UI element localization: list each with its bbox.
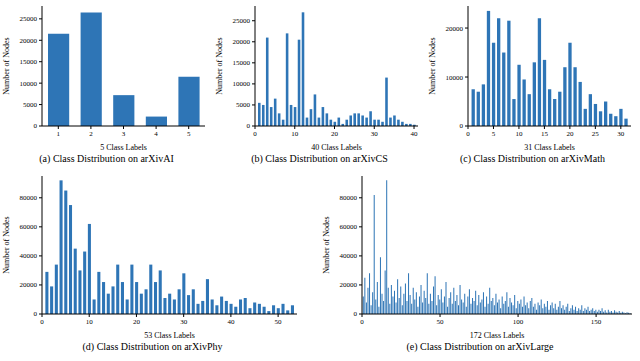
svg-text:60000: 60000 (340, 223, 358, 231)
svg-text:0: 0 (253, 130, 257, 138)
svg-text:10: 10 (86, 318, 94, 326)
svg-text:0: 0 (466, 130, 470, 138)
svg-text:0: 0 (40, 318, 44, 326)
html-text:(d) Class Distribution on arXi: (d) Class Distribution on arXivPhy (82, 341, 223, 352)
svg-text:20: 20 (566, 130, 574, 138)
svg-text:30: 30 (180, 318, 188, 326)
svg-text:100: 100 (513, 318, 524, 326)
svg-text:5: 5 (187, 130, 191, 138)
svg-text:30: 30 (371, 130, 379, 138)
svg-text:5000: 5000 (236, 101, 251, 109)
svg-text:50: 50 (275, 318, 283, 326)
svg-text:172 Class Labels: 172 Class Labels (470, 331, 525, 340)
svg-text:10000: 10000 (20, 80, 38, 88)
svg-text:53 Class Labels: 53 Class Labels (144, 331, 195, 340)
svg-text:20000: 20000 (340, 281, 358, 289)
svg-text:80000: 80000 (340, 194, 358, 202)
svg-text:10: 10 (291, 130, 299, 138)
svg-text:25000: 25000 (20, 15, 38, 23)
svg-text:20000: 20000 (20, 37, 38, 45)
svg-text:10000: 10000 (233, 80, 251, 88)
svg-text:1: 1 (57, 130, 61, 138)
svg-text:2: 2 (89, 130, 93, 138)
svg-text:Number of Nodes: Number of Nodes (428, 37, 437, 94)
html-text:(c) Class Distribution on arXi: (c) Class Distribution on arXivMath (460, 153, 605, 164)
svg-text:20: 20 (331, 130, 339, 138)
svg-text:0: 0 (34, 122, 38, 130)
svg-text:25: 25 (592, 130, 600, 138)
svg-text:3: 3 (122, 130, 126, 138)
svg-text:5000: 5000 (23, 101, 38, 109)
svg-text:40: 40 (227, 318, 235, 326)
svg-text:50: 50 (437, 318, 445, 326)
html-text:(e) Class Distribution on arXi: (e) Class Distribution on arXivLarge (406, 341, 554, 352)
svg-text:60000: 60000 (20, 223, 38, 231)
svg-text:10000: 10000 (446, 74, 464, 82)
html-text:(a) Class Distribution on arXi: (a) Class Distribution on arXivAI (39, 153, 174, 164)
svg-text:Number of Nodes: Number of Nodes (8, 37, 11, 94)
svg-text:20000: 20000 (446, 25, 464, 33)
svg-text:80000: 80000 (20, 194, 38, 202)
svg-text:20: 20 (133, 318, 141, 326)
svg-text:Number of Nodes: Number of Nodes (8, 216, 11, 273)
svg-text:5: 5 (492, 130, 496, 138)
svg-text:0: 0 (247, 122, 251, 130)
svg-text:10: 10 (515, 130, 523, 138)
svg-text:40000: 40000 (340, 252, 358, 260)
svg-text:20000: 20000 (20, 281, 38, 289)
svg-text:15000: 15000 (233, 59, 251, 67)
svg-text:31 Class Labels: 31 Class Labels (524, 143, 575, 152)
svg-text:25000: 25000 (233, 17, 251, 25)
svg-text:5 Class Labels: 5 Class Labels (100, 143, 147, 152)
svg-text:20000: 20000 (233, 38, 251, 46)
svg-text:15: 15 (541, 130, 549, 138)
svg-text:150: 150 (591, 318, 602, 326)
svg-text:0: 0 (34, 310, 38, 318)
svg-text:Number of Nodes: Number of Nodes (215, 37, 224, 94)
html-text:(b) Class Distribution on arXi: (b) Class Distribution on arXivCS (251, 153, 388, 164)
svg-text:40: 40 (411, 130, 419, 138)
svg-text:0: 0 (354, 310, 358, 318)
svg-text:40 Class Labels: 40 Class Labels (311, 143, 362, 152)
svg-text:15000: 15000 (20, 58, 38, 66)
svg-text:Number of Nodes: Number of Nodes (322, 216, 331, 273)
svg-text:0: 0 (360, 318, 364, 326)
svg-text:30: 30 (617, 130, 625, 138)
svg-text:0: 0 (460, 122, 464, 130)
svg-text:4: 4 (154, 130, 158, 138)
svg-text:40000: 40000 (20, 252, 38, 260)
